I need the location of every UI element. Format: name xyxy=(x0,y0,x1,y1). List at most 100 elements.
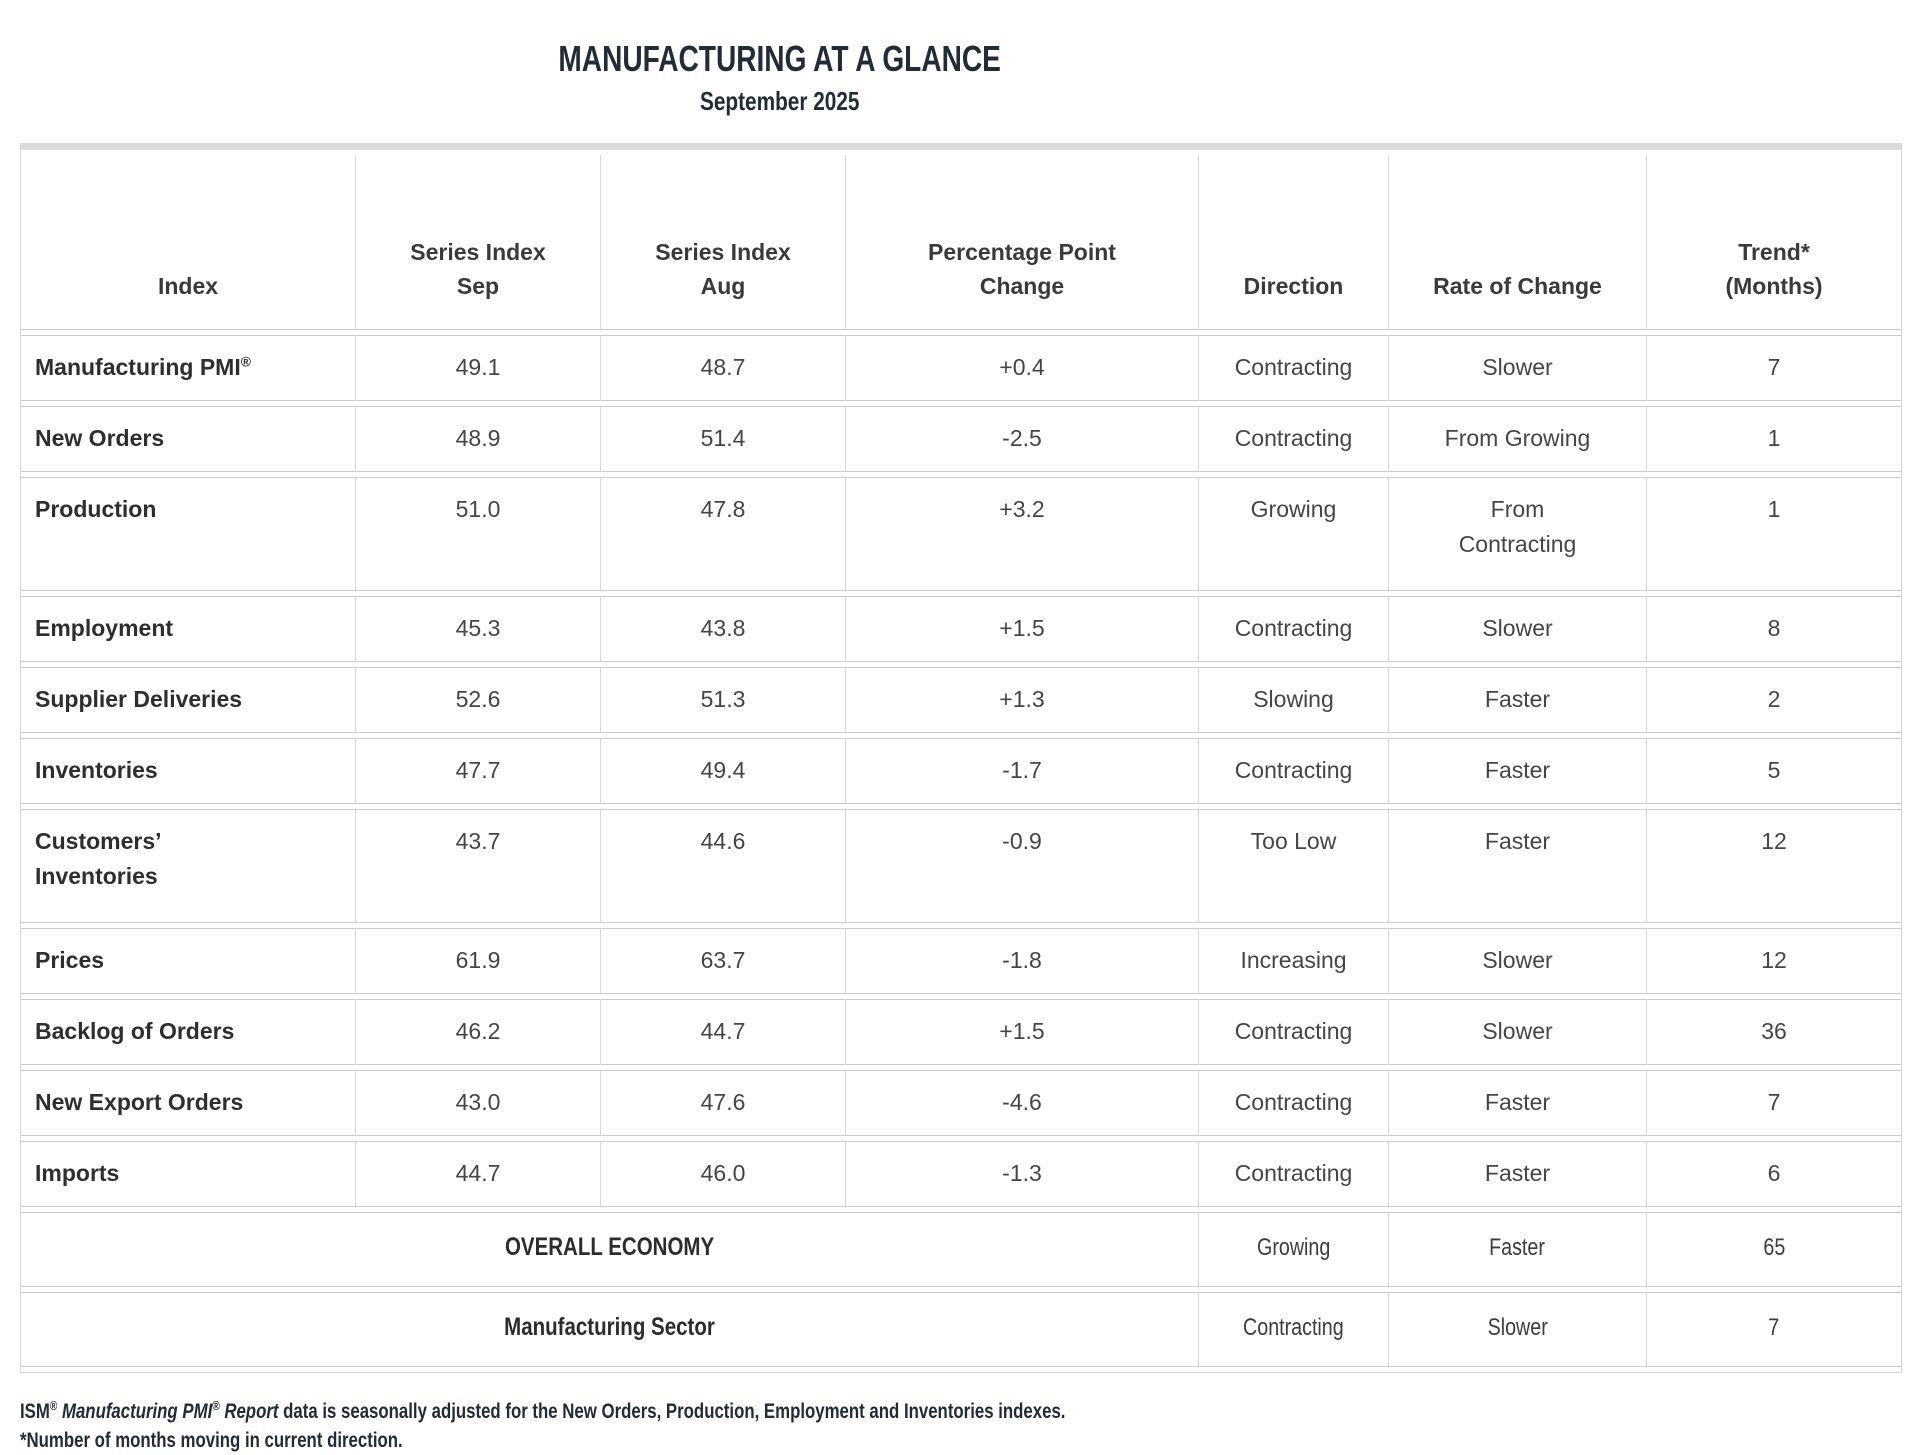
rate-value: Faster xyxy=(1389,1070,1647,1136)
aug-value: 47.6 xyxy=(601,1070,846,1136)
direction-value: Contracting xyxy=(1199,738,1389,804)
aug-value: 47.8 xyxy=(601,477,846,591)
aug-value: 44.7 xyxy=(601,999,846,1065)
table-row-production: Production 51.0 47.8 +3.2 Growing From Co… xyxy=(21,477,1901,591)
sep-value: 52.6 xyxy=(356,667,601,733)
aug-value: 51.4 xyxy=(601,406,846,472)
change-value: +1.5 xyxy=(846,999,1199,1065)
change-value: -1.7 xyxy=(846,738,1199,804)
registered-mark: ® xyxy=(212,1399,220,1413)
rate-value: Faster xyxy=(1389,1141,1647,1207)
table-row-supplier-deliveries: Supplier Deliveries 52.6 51.3 +1.3 Slowi… xyxy=(21,667,1901,733)
row-label: Employment xyxy=(21,596,356,662)
footnotes: ISM® Manufacturing PMI® Report data is s… xyxy=(20,1397,1920,1455)
row-label: Supplier Deliveries xyxy=(21,667,356,733)
trend-value: 7 xyxy=(1647,1070,1901,1136)
col-header-trend-months: Trend* (Months) xyxy=(1647,155,1901,330)
row-label: Customers’ Inventories xyxy=(21,809,356,923)
direction-value: Contracting xyxy=(1199,1292,1389,1367)
table-row-employment: Employment 45.3 43.8 +1.5 Contracting Sl… xyxy=(21,596,1901,662)
change-value: -0.9 xyxy=(846,809,1199,923)
direction-value: Contracting xyxy=(1199,596,1389,662)
table-row-imports: Imports 44.7 46.0 -1.3 Contracting Faste… xyxy=(21,1141,1901,1207)
rate-value: Faster xyxy=(1389,667,1647,733)
change-value: -1.3 xyxy=(846,1141,1199,1207)
sep-value: 43.7 xyxy=(356,809,601,923)
table-row-inventories: Inventories 47.7 49.4 -1.7 Contracting F… xyxy=(21,738,1901,804)
trend-value: 12 xyxy=(1647,809,1901,923)
direction-value: Growing xyxy=(1199,1212,1389,1287)
aug-value: 43.8 xyxy=(601,596,846,662)
trend-value: 2 xyxy=(1647,667,1901,733)
aug-value: 48.7 xyxy=(601,335,846,401)
manufacturing-at-a-glance-table: Index Series Index Sep Series Index Aug Pe… xyxy=(20,143,1902,1373)
trend-value: 12 xyxy=(1647,928,1901,994)
trend-value: 36 xyxy=(1647,999,1901,1065)
col-header-series-index-sep: Series Index Sep xyxy=(356,155,601,330)
rate-value: Faster xyxy=(1389,809,1647,923)
row-label: Production xyxy=(21,477,356,591)
row-label: Manufacturing PMI® xyxy=(21,335,356,401)
aug-value: 46.0 xyxy=(601,1141,846,1207)
col-header-index: Index xyxy=(21,155,356,330)
page-subtitle: September 2025 xyxy=(700,86,860,116)
summary-row-manufacturing-sector: Manufacturing Sector Contracting Slower … xyxy=(21,1292,1901,1367)
sep-value: 51.0 xyxy=(356,477,601,591)
col-header-rate-of-change: Rate of Change xyxy=(1389,155,1647,330)
table-row-manufacturing-pmi: Manufacturing PMI® 49.1 48.7 +0.4 Contra… xyxy=(21,335,1901,401)
header-row: Index Series Index Sep Series Index Aug Pe… xyxy=(21,155,1901,330)
direction-value: Too Low xyxy=(1199,809,1389,923)
table-body: Manufacturing PMI® 49.1 48.7 +0.4 Contra… xyxy=(21,335,1901,1367)
rate-value: Slower xyxy=(1389,1292,1647,1367)
direction-value: Contracting xyxy=(1199,335,1389,401)
rate-value: Faster xyxy=(1389,738,1647,804)
change-value: +1.5 xyxy=(846,596,1199,662)
table-header: Index Series Index Sep Series Index Aug Pe… xyxy=(21,155,1901,330)
direction-value: Contracting xyxy=(1199,406,1389,472)
trend-value: 8 xyxy=(1647,596,1901,662)
page-title: MANUFACTURING AT A GLANCE xyxy=(558,38,1002,79)
table-row-prices: Prices 61.9 63.7 -1.8 Increasing Slower … xyxy=(21,928,1901,994)
change-value: -1.8 xyxy=(846,928,1199,994)
row-label: Imports xyxy=(21,1141,356,1207)
col-header-direction: Direction xyxy=(1199,155,1389,330)
row-label: Inventories xyxy=(21,738,356,804)
rate-value: Faster xyxy=(1389,1212,1647,1287)
trend-value: 5 xyxy=(1647,738,1901,804)
direction-value: Slowing xyxy=(1199,667,1389,733)
change-value: +0.4 xyxy=(846,335,1199,401)
direction-value: Increasing xyxy=(1199,928,1389,994)
footnote-line-2: *Number of months moving in current dire… xyxy=(20,1429,403,1452)
aug-value: 49.4 xyxy=(601,738,846,804)
row-label: New Export Orders xyxy=(21,1070,356,1136)
sep-value: 46.2 xyxy=(356,999,601,1065)
trend-value: 1 xyxy=(1647,406,1901,472)
table-row-backlog-of-orders: Backlog of Orders 46.2 44.7 +1.5 Contrac… xyxy=(21,999,1901,1065)
rate-value: Slower xyxy=(1389,335,1647,401)
change-value: +3.2 xyxy=(846,477,1199,591)
trend-value: 65 xyxy=(1647,1212,1901,1287)
rate-value: Slower xyxy=(1389,999,1647,1065)
row-label: Prices xyxy=(21,928,356,994)
aug-value: 51.3 xyxy=(601,667,846,733)
direction-value: Growing xyxy=(1199,477,1389,591)
rate-value: Slower xyxy=(1389,596,1647,662)
rate-value: From Contracting xyxy=(1389,477,1647,591)
change-value: -2.5 xyxy=(846,406,1199,472)
sep-value: 48.9 xyxy=(356,406,601,472)
registered-mark: ® xyxy=(240,354,251,370)
row-label: New Orders xyxy=(21,406,356,472)
aug-value: 63.7 xyxy=(601,928,846,994)
rate-value: From Growing xyxy=(1389,406,1647,472)
summary-row-overall-economy: OVERALL ECONOMY Growing Faster 65 xyxy=(21,1212,1901,1287)
direction-value: Contracting xyxy=(1199,1070,1389,1136)
rate-value: Slower xyxy=(1389,928,1647,994)
trend-value: 1 xyxy=(1647,477,1901,591)
title-block: MANUFACTURING AT A GLANCE September 2025 xyxy=(0,0,1560,117)
footnote-line-1: ISM® Manufacturing PMI® Report data is s… xyxy=(20,1399,1066,1423)
table-row-new-orders: New Orders 48.9 51.4 -2.5 Contracting Fr… xyxy=(21,406,1901,472)
table-row-new-export-orders: New Export Orders 43.0 47.6 -4.6 Contrac… xyxy=(21,1070,1901,1136)
sep-value: 47.7 xyxy=(356,738,601,804)
direction-value: Contracting xyxy=(1199,999,1389,1065)
sep-value: 43.0 xyxy=(356,1070,601,1136)
